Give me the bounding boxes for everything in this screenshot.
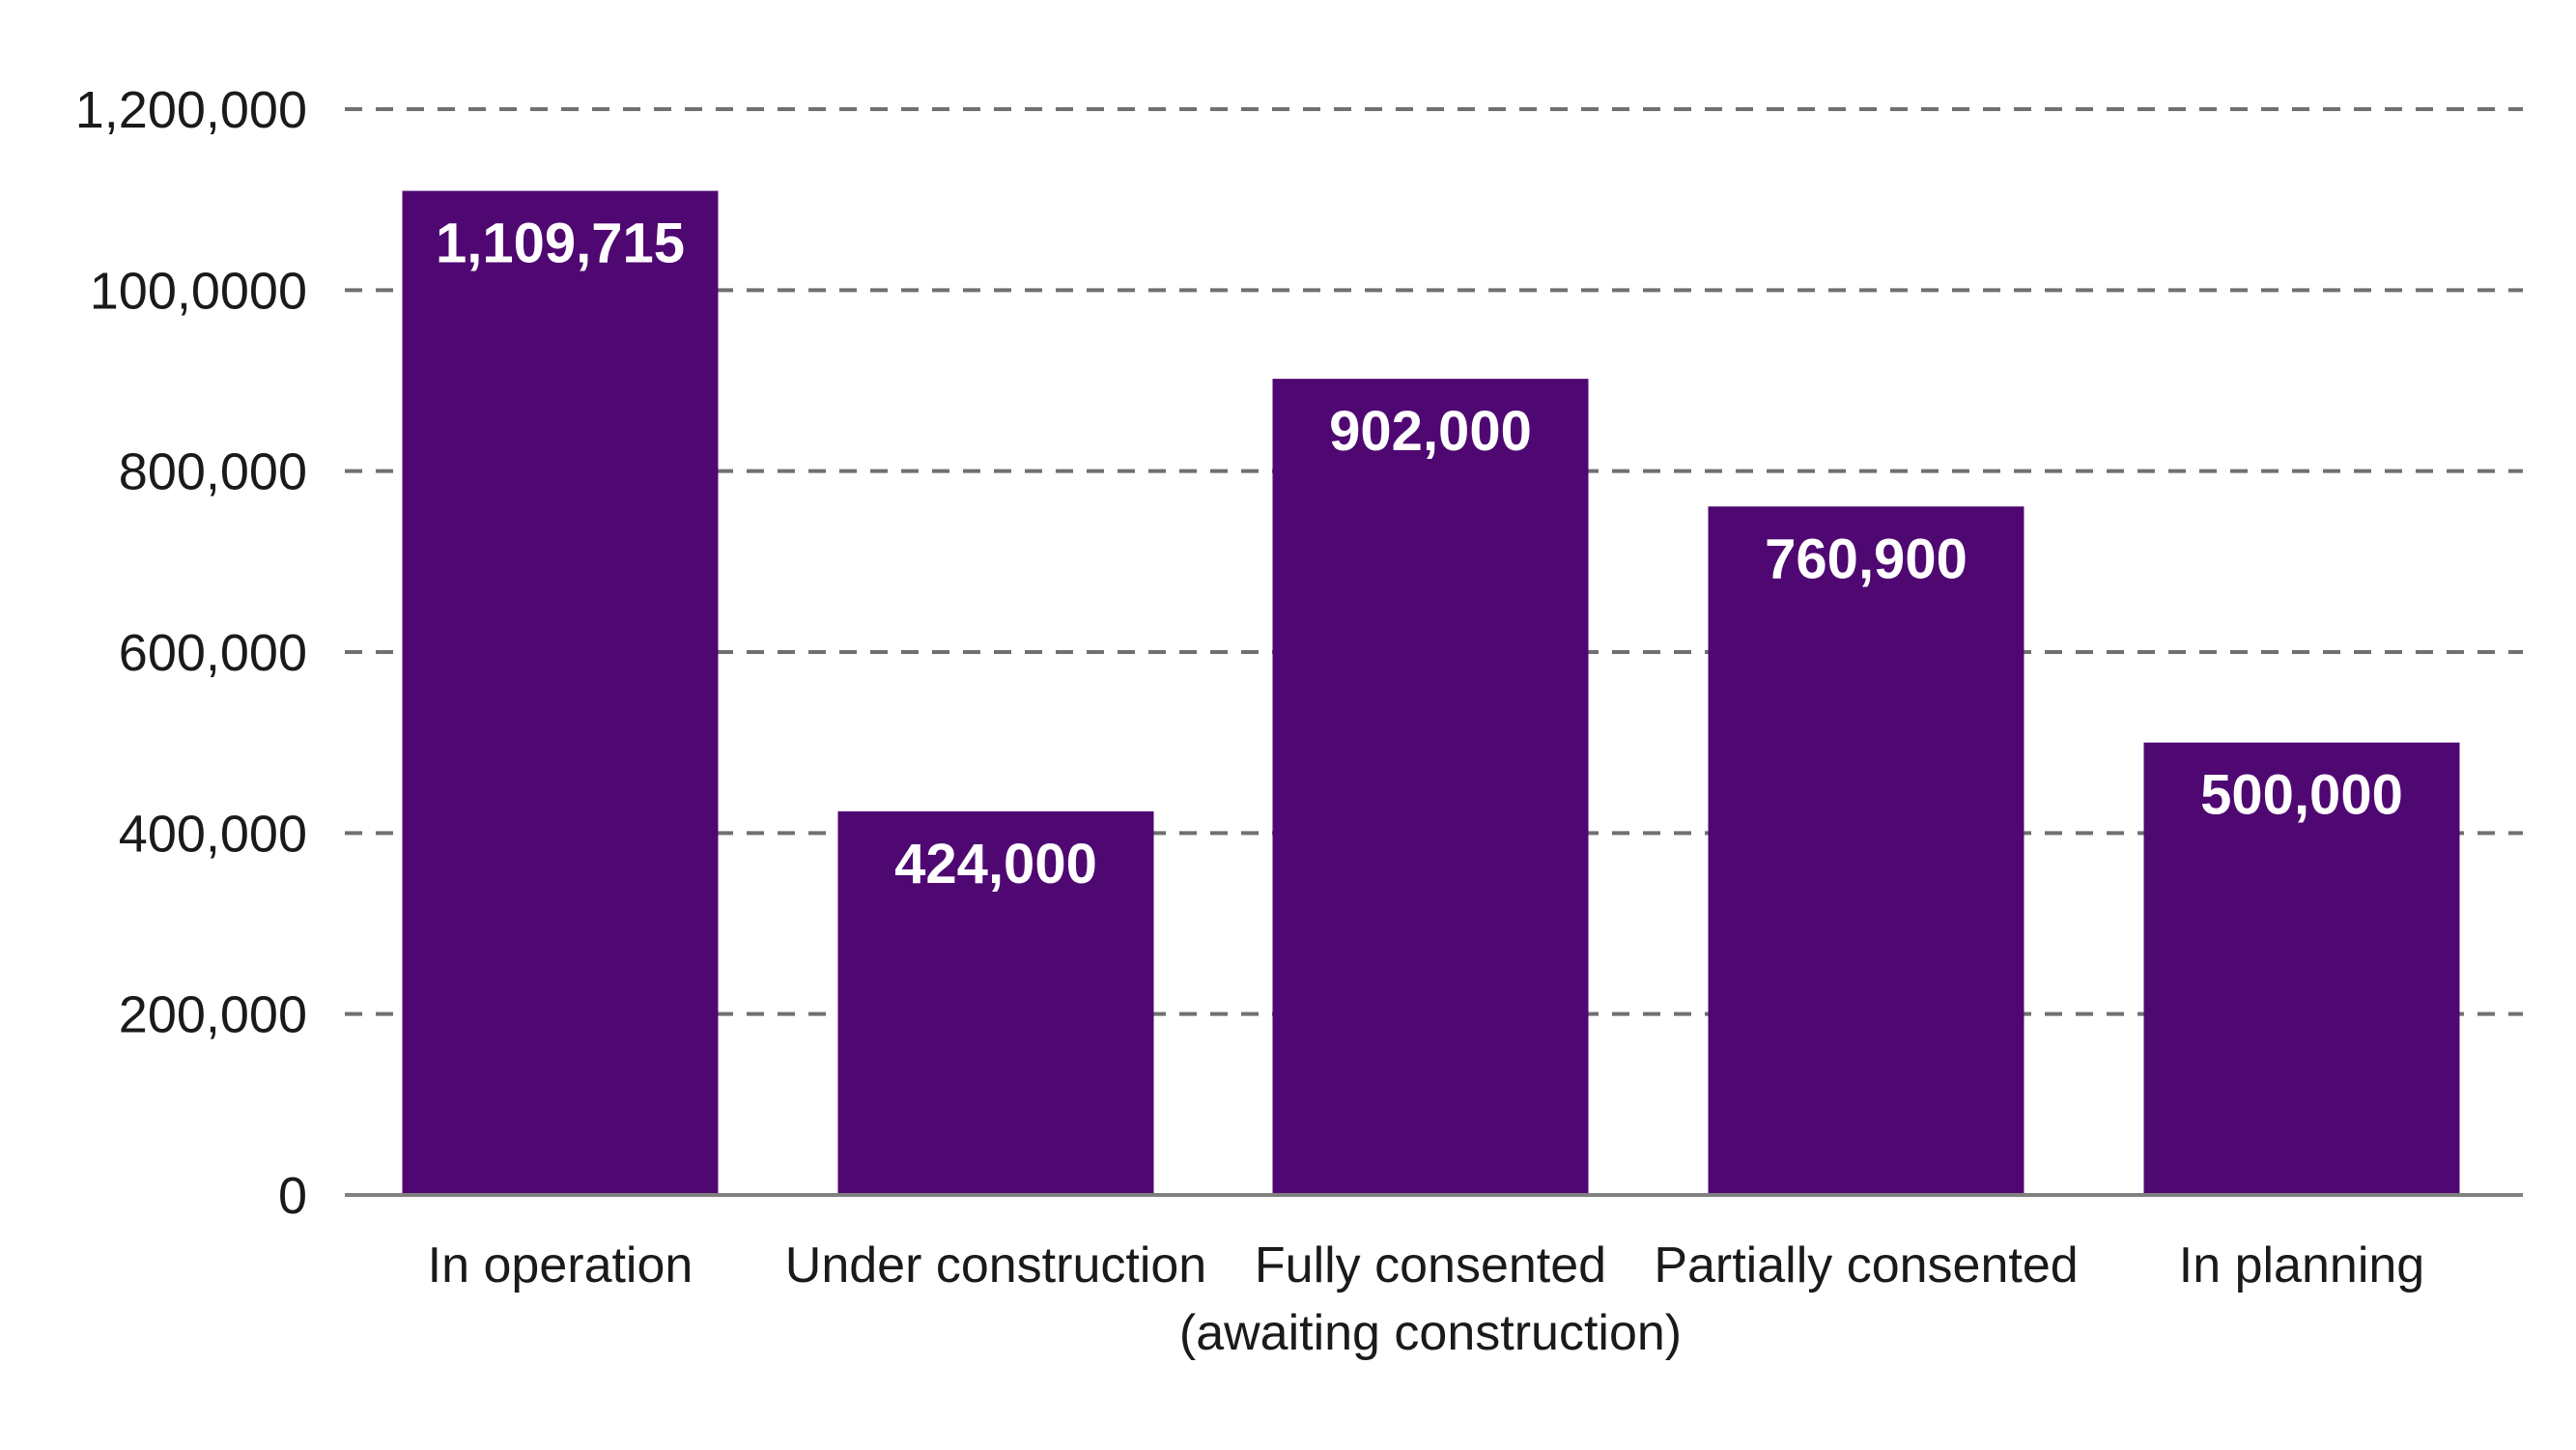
y-tick-label-3: 600,000	[119, 624, 307, 682]
y-tick-label-4: 800,000	[119, 443, 307, 501]
data-label-2: 902,000	[1329, 400, 1532, 463]
y-tick-label-1: 200,000	[119, 986, 307, 1044]
bar-4	[2143, 742, 2460, 1195]
category-label-1: Under construction	[785, 1237, 1206, 1294]
category-label-0: In operation	[428, 1237, 694, 1294]
bar-3	[1708, 506, 2024, 1195]
category-label-2-line-1: (awaiting construction)	[1179, 1305, 1682, 1361]
y-tick-label-0: 0	[278, 1167, 307, 1225]
category-label-3: Partially consented	[1654, 1237, 2078, 1294]
bar-2	[1272, 379, 1589, 1195]
y-tick-label-6: 1,200,000	[75, 81, 307, 139]
y-tick-label-5: 100,0000	[90, 262, 307, 320]
data-label-1: 424,000	[894, 833, 1097, 896]
y-tick-label-2: 400,000	[119, 805, 307, 863]
category-label-2-line-0: Fully consented	[1255, 1237, 1606, 1294]
data-label-3: 760,900	[1765, 527, 1967, 590]
bar-1	[837, 810, 1154, 1195]
bar-0	[402, 190, 719, 1196]
data-label-0: 1,109,715	[436, 213, 685, 275]
bars: 1,109,715 424,000 902,000 760,900 500,000	[402, 190, 2460, 1196]
x-axis-category-labels: In operation Under construction Fully cons…	[428, 1237, 2425, 1361]
category-label-4: In planning	[2179, 1237, 2424, 1294]
y-axis-tick-labels: 0 200,000 400,000 600,000 800,000 100,0000 1,2…	[75, 81, 307, 1225]
data-label-4: 500,000	[2200, 764, 2403, 827]
